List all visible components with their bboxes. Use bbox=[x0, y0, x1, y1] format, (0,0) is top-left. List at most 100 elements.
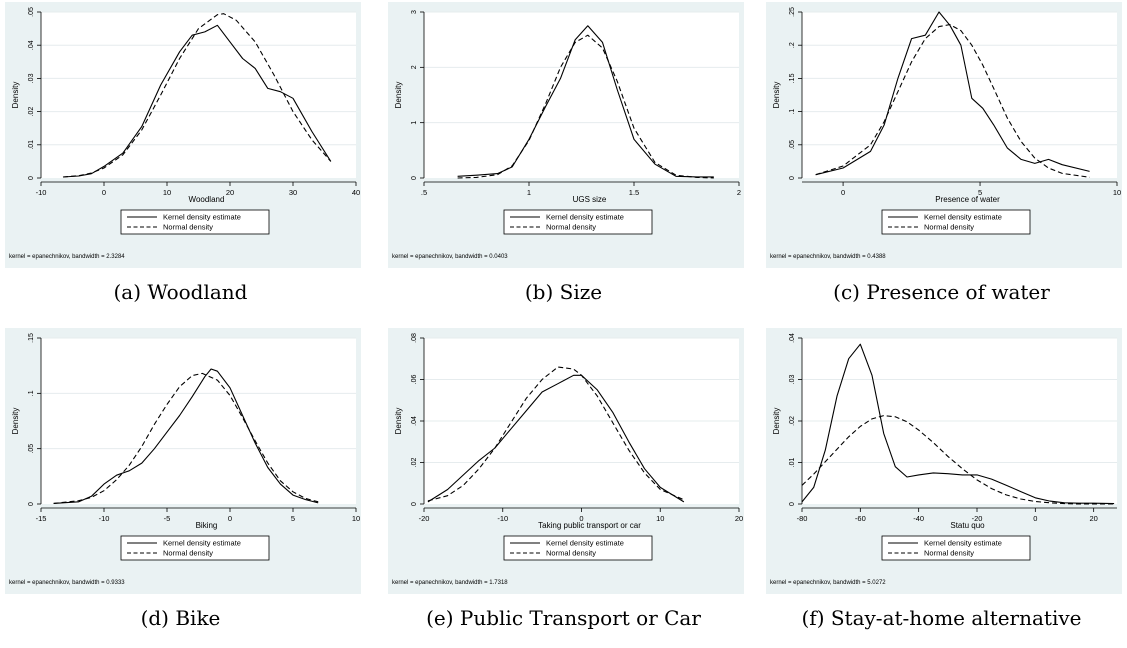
kernel-note: kernel = epanechnikov, bandwidth = 0.933… bbox=[9, 580, 125, 586]
legend-box bbox=[503, 209, 653, 235]
x-tick-label: 0 bbox=[102, 188, 106, 197]
legend-box bbox=[120, 209, 270, 235]
y-axis-label: Density bbox=[394, 408, 403, 435]
y-tick-label: .05 bbox=[28, 7, 35, 17]
density-chart: 0 1 2 3 Density .5 1 1.5 2 UGS size Kernel density… bbox=[392, 10, 741, 260]
x-tick-label: 30 bbox=[289, 188, 297, 197]
normal-density-line bbox=[457, 34, 714, 179]
plot-area: 0 .05 .1 .15 .2 .25 Density 0 5 10 Presence of wat… bbox=[766, 2, 1122, 268]
plot-area: 0 1 2 3 Density .5 1 1.5 2 UGS size Kernel density… bbox=[388, 2, 744, 268]
y-tick-label: 0 bbox=[411, 502, 418, 506]
x-axis-label: Presence of water bbox=[935, 195, 1000, 204]
y-tick-label: 0 bbox=[789, 176, 796, 180]
kernel-note: kernel = epanechnikov, bandwidth = 2.328… bbox=[9, 254, 125, 260]
plot-region bbox=[41, 338, 356, 504]
y-tick-label: .04 bbox=[411, 416, 418, 426]
y-tick-label: 1 bbox=[411, 121, 418, 125]
kernel-density-line bbox=[62, 24, 332, 178]
y-tick-label: .02 bbox=[28, 107, 35, 117]
x-tick-label: 20 bbox=[226, 188, 234, 197]
x-tick-label: -60 bbox=[855, 514, 866, 523]
panel-public-transport: 0 .02 .04 .06 .08 Density -20 -10 0 10 20 Taking pu… bbox=[383, 326, 744, 648]
x-tick-label: 1.5 bbox=[629, 188, 639, 197]
x-axis-label: UGS size bbox=[573, 195, 607, 204]
y-tick-label: 3 bbox=[411, 10, 418, 14]
y-tick-label: .04 bbox=[28, 40, 35, 50]
x-tick-label: 0 bbox=[841, 188, 845, 197]
legend-label: Normal density bbox=[163, 223, 213, 232]
x-tick-label: -80 bbox=[797, 514, 808, 523]
x-tick-label: -10 bbox=[497, 514, 508, 523]
plot-region bbox=[41, 12, 356, 178]
legend-label: Normal density bbox=[924, 549, 974, 558]
x-tick-label: 5 bbox=[978, 188, 982, 197]
legend-label: Normal density bbox=[546, 223, 596, 232]
y-tick-label: .25 bbox=[789, 7, 796, 17]
x-tick-label: -20 bbox=[419, 514, 430, 523]
x-tick-label: 2 bbox=[737, 188, 741, 197]
x-tick-label: -40 bbox=[913, 514, 924, 523]
normal-density-line bbox=[427, 366, 685, 502]
y-axis-label: Density bbox=[11, 408, 20, 435]
y-tick-label: .1 bbox=[789, 109, 796, 115]
x-tick-label: 1 bbox=[527, 188, 531, 197]
y-tick-label: .02 bbox=[789, 416, 796, 426]
y-tick-label: .15 bbox=[789, 73, 796, 83]
legend-box bbox=[881, 209, 1031, 235]
panel-stay-at-home: 0 .01 .02 .03 .04 Density -80 -60 -40 -20 0 20 Statu… bbox=[761, 326, 1122, 648]
normal-density-line bbox=[53, 372, 319, 504]
y-tick-label: .01 bbox=[789, 458, 796, 468]
y-tick-label: .02 bbox=[411, 458, 418, 468]
plot-region bbox=[802, 12, 1117, 178]
x-tick-label: 20 bbox=[735, 514, 743, 523]
panel-size: 0 1 2 3 Density .5 1 1.5 2 UGS size Kernel density… bbox=[383, 0, 744, 322]
panel-presence-of-water: 0 .05 .1 .15 .2 .25 Density 0 5 10 Presence of wat… bbox=[761, 0, 1122, 322]
y-tick-label: 2 bbox=[411, 65, 418, 69]
y-axis-label: Density bbox=[394, 82, 403, 109]
kernel-note: kernel = epanechnikov, bandwidth = 5.027… bbox=[770, 580, 886, 586]
x-tick-label: 10 bbox=[352, 514, 360, 523]
x-tick-label: -20 bbox=[972, 514, 983, 523]
y-tick-label: .1 bbox=[28, 390, 35, 396]
kernel-density-line bbox=[427, 374, 685, 503]
legend-label: Kernel density estimate bbox=[546, 539, 624, 548]
density-chart: 0 .05 .1 .15 Density -15 -10 -5 0 5 10 Biking Kernel… bbox=[9, 333, 360, 586]
kernel-note: kernel = epanechnikov, bandwidth = 1.731… bbox=[392, 580, 508, 586]
normal-density-line bbox=[815, 24, 1090, 178]
legend-label: Normal density bbox=[924, 223, 974, 232]
x-axis-label: Biking bbox=[196, 521, 218, 530]
y-tick-label: .15 bbox=[28, 333, 35, 343]
density-chart: 0 .01 .02 .03 .04 Density -80 -60 -40 -20 0 20 Statu… bbox=[770, 333, 1117, 586]
legend-label: Kernel density estimate bbox=[924, 213, 1002, 222]
y-tick-label: .08 bbox=[411, 333, 418, 343]
legend-box bbox=[503, 535, 653, 561]
x-tick-label: .5 bbox=[421, 188, 427, 197]
normal-density-line bbox=[801, 415, 1115, 505]
x-tick-label: 5 bbox=[291, 514, 295, 523]
y-tick-label: .04 bbox=[789, 333, 796, 343]
plot-area: 0 .01 .02 .03 .04 Density -80 -60 -40 -20 0 20 Statu… bbox=[766, 328, 1122, 594]
y-tick-label: .03 bbox=[28, 73, 35, 83]
y-axis-label: Density bbox=[772, 408, 781, 435]
x-tick-label: 10 bbox=[656, 514, 664, 523]
x-tick-label: -10 bbox=[99, 514, 110, 523]
x-tick-label: 40 bbox=[352, 188, 360, 197]
legend-label: Normal density bbox=[163, 549, 213, 558]
panel-caption: (e) Public Transport or Car bbox=[426, 606, 701, 630]
y-tick-label: 0 bbox=[28, 502, 35, 506]
panel-caption: (a) Woodland bbox=[113, 280, 248, 304]
legend-label: Kernel density estimate bbox=[163, 213, 241, 222]
plot-area: 0 .01 .02 .03 .04 .05 Density -10 0 10 20 30 40 Woodl… bbox=[5, 2, 361, 268]
x-tick-label: -5 bbox=[164, 514, 171, 523]
kernel-density-line bbox=[53, 368, 319, 504]
y-tick-label: .03 bbox=[789, 375, 796, 385]
y-tick-label: .06 bbox=[411, 375, 418, 385]
x-tick-label: 20 bbox=[1089, 514, 1097, 523]
legend-label: Kernel density estimate bbox=[924, 539, 1002, 548]
kernel-density-line bbox=[801, 343, 1115, 505]
